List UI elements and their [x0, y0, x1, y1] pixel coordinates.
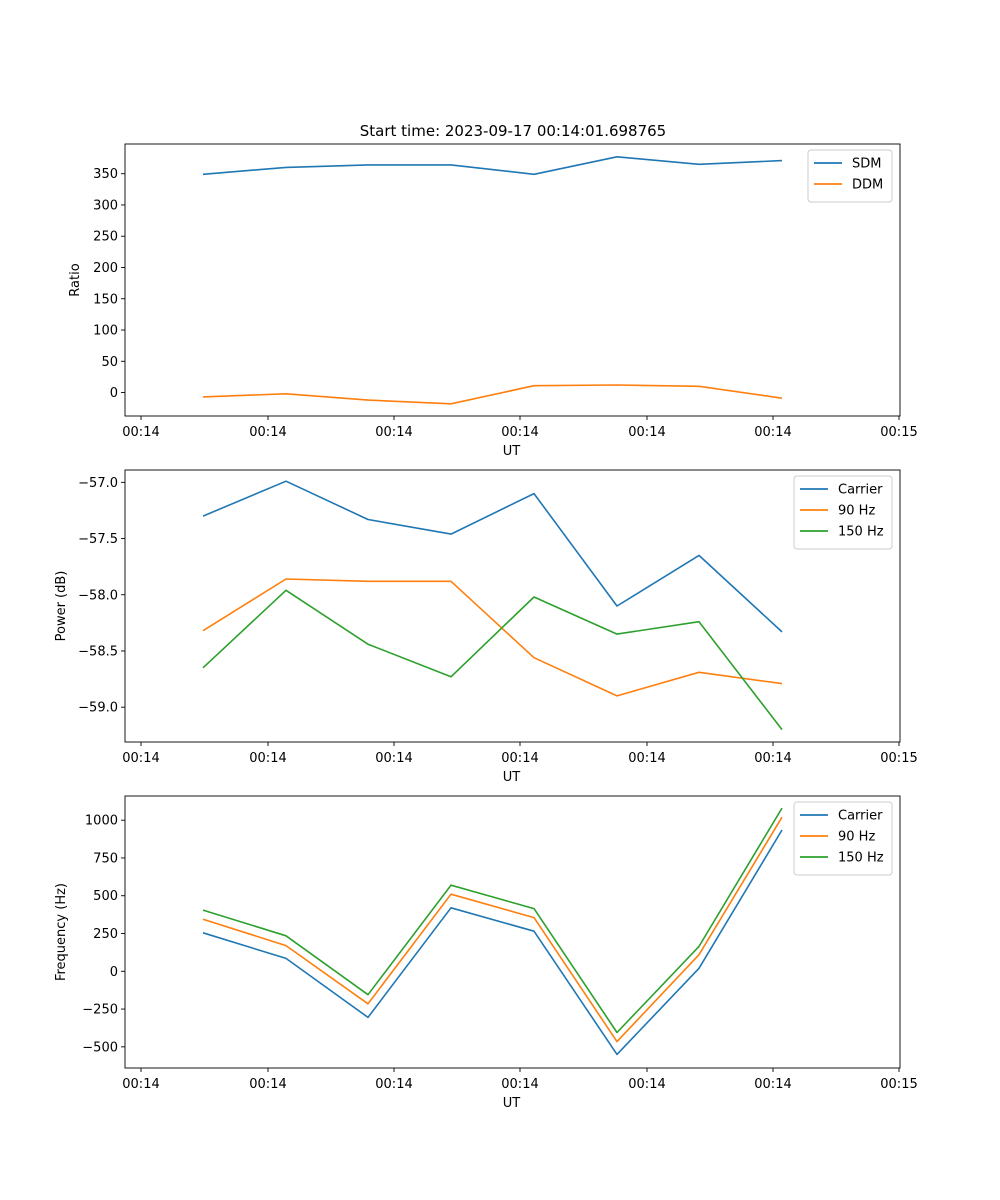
y-tick-label: 300: [93, 198, 118, 213]
y-tick-label: 350: [93, 167, 118, 182]
y-axis-label: Ratio: [68, 263, 83, 296]
y-tick-label: 500: [93, 889, 118, 904]
x-tick-label: 00:15: [880, 1077, 917, 1092]
y-tick-label: 50: [101, 355, 118, 370]
x-tick-label: 00:14: [754, 751, 791, 766]
legend: Carrier 90 Hz 150 Hz: [793, 801, 893, 876]
x-tick-label: 00:14: [501, 751, 538, 766]
series-line-carrier: [202, 480, 783, 633]
x-axis-label: UT: [503, 770, 521, 785]
y-tick-label: 150: [93, 292, 118, 307]
series-line-90-hz: [202, 578, 783, 697]
x-tick-label: 00:15: [880, 425, 917, 440]
x-tick-label: 00:14: [628, 751, 665, 766]
plot-frame: [124, 143, 901, 417]
x-tick-label: 00:14: [628, 1077, 665, 1092]
legend-label: 150 Hz: [838, 525, 884, 540]
x-tick-label: 00:15: [880, 751, 917, 766]
y-tick-label: 1000: [85, 814, 118, 829]
y-axis-label: Power (dB): [54, 571, 69, 642]
x-tick-label: 00:14: [501, 1077, 538, 1092]
series-line-carrier: [202, 829, 783, 1056]
legend-label: 150 Hz: [838, 851, 884, 866]
series-line-sdm: [202, 156, 783, 176]
y-tick-label: 200: [93, 261, 118, 276]
y-tick-label: −250: [82, 1003, 118, 1018]
legend-label: 90 Hz: [838, 504, 875, 519]
plot-frame: [124, 469, 901, 743]
y-tick-label: −57.0: [78, 476, 118, 491]
legend: Carrier 90 Hz 150 Hz: [793, 475, 893, 550]
x-tick-label: 00:14: [628, 425, 665, 440]
x-tick-label: 00:14: [375, 425, 412, 440]
figure-title: Start time: 2023-09-17 00:14:01.698765: [360, 122, 666, 140]
y-tick-label: −59.0: [78, 701, 118, 716]
legend-label: Carrier: [838, 483, 883, 498]
plot-frame: [124, 795, 901, 1069]
y-tick-label: −58.5: [78, 644, 118, 659]
y-tick-label: −58.0: [78, 588, 118, 603]
x-tick-label: 00:14: [249, 1077, 286, 1092]
y-tick-label: −500: [82, 1040, 118, 1055]
y-tick-label: 100: [93, 324, 118, 339]
x-axis-label: UT: [503, 1096, 521, 1111]
legend-label: DDM: [852, 178, 883, 193]
legend: SDM DDM: [807, 149, 893, 203]
x-tick-label: 00:14: [501, 425, 538, 440]
y-tick-label: 250: [93, 927, 118, 942]
x-tick-label: 00:14: [122, 751, 159, 766]
x-tick-label: 00:14: [122, 1077, 159, 1092]
x-axis-label: UT: [503, 444, 521, 459]
plots-container: 00:14 00:14 00:14 00:14 00:14 00:14 00:15 0 50 10…: [54, 143, 918, 1111]
x-tick-label: 00:14: [375, 751, 412, 766]
chart-panel-2: 00:14 00:14 00:14 00:14 00:14 00:14 00:15 −59.0…: [54, 469, 918, 785]
y-tick-label: −57.5: [78, 532, 118, 547]
x-tick-label: 00:14: [754, 425, 791, 440]
y-tick-label: 250: [93, 230, 118, 245]
x-tick-label: 00:14: [249, 425, 286, 440]
legend-label: 90 Hz: [838, 830, 875, 845]
y-tick-label: 0: [110, 965, 118, 980]
y-tick-label: 750: [93, 851, 118, 866]
series-line-150-hz: [202, 807, 783, 1034]
series-line-90-hz: [202, 816, 783, 1043]
y-tick-label: 0: [110, 386, 118, 401]
y-axis-label: Frequency (Hz): [54, 883, 69, 981]
x-tick-label: 00:14: [375, 1077, 412, 1092]
x-tick-label: 00:14: [754, 1077, 791, 1092]
chart-panel-3: 00:14 00:14 00:14 00:14 00:14 00:14 00:15 −500 −…: [54, 795, 918, 1111]
legend-label: Carrier: [838, 809, 883, 824]
series-line-150-hz: [202, 589, 783, 731]
chart-panel-1: 00:14 00:14 00:14 00:14 00:14 00:14 00:15 0 50 10…: [68, 143, 918, 459]
legend-label: SDM: [852, 157, 881, 172]
x-tick-label: 00:14: [249, 751, 286, 766]
x-tick-label: 00:14: [122, 425, 159, 440]
series-line-ddm: [202, 384, 783, 405]
